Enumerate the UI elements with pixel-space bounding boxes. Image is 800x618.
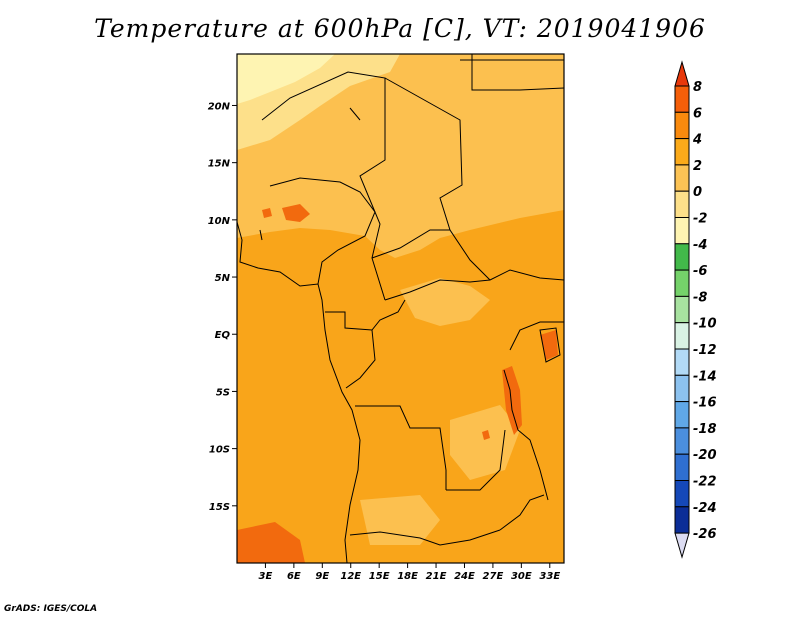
colorbar: 8 6 4 2 0 -2 -4 -6 -8 -10 -12 -14 -16 -18 -20 -22 -24 -26 [674, 60, 717, 559]
colorbar-segment [674, 243, 690, 271]
colorbar-segment [674, 111, 690, 140]
border-zimbabwe [499, 494, 545, 531]
lon-tick-label: 6E [287, 571, 301, 582]
lat-tick-label: 15S [209, 502, 230, 513]
colorbar-label: -2 [693, 212, 707, 227]
colorbar-segment [674, 322, 690, 350]
lon-tick-label: 21E [426, 571, 447, 582]
border-angola-namibia [349, 529, 501, 546]
colorbar-label: -6 [693, 264, 707, 279]
border-car-south [384, 279, 491, 301]
colorbar-label: -20 [693, 448, 717, 463]
lake-victoria [539, 327, 561, 363]
border-uganda [509, 321, 564, 351]
field-minus4-to-minus2 [237, 54, 335, 104]
field-4-to-6-tanganyika [502, 366, 522, 435]
field-4-to-6-spot [482, 430, 490, 440]
border-libya-egypt [460, 54, 564, 91]
field-0-to-2-basin [400, 278, 490, 326]
grads-credit: GrADS: IGES/COLA [4, 604, 98, 614]
colorbar-segment [674, 217, 690, 245]
colorbar-label: -18 [693, 422, 717, 437]
colorbar-segment [674, 480, 690, 508]
lat-tick-label: 20N [208, 101, 231, 112]
lat-tick-label: EQ [215, 330, 231, 341]
lon-tick-label: 9E [315, 571, 329, 582]
lon-tick-label: 3E [259, 571, 273, 582]
border-angola-drc [355, 405, 447, 490]
border-misc [259, 107, 361, 241]
colorbar-segment [674, 453, 690, 482]
colorbar-segment [674, 506, 690, 534]
colorbar-label: 8 [693, 80, 702, 95]
colorbar-label: -16 [693, 396, 717, 411]
colorbar-label: 0 [693, 185, 702, 200]
lon-tick-label: 27E [483, 571, 504, 582]
colorbar-label: -10 [693, 317, 717, 332]
borders [237, 54, 564, 563]
colorbar-segment [674, 348, 690, 376]
lon-tick-label: 12E [340, 571, 361, 582]
field-4-to-6-nigeria-west [262, 208, 272, 218]
colorbar-segment [674, 138, 690, 166]
border-congo-drc [345, 329, 376, 389]
lon-tick-label: 18E [397, 571, 418, 582]
border-sudan [384, 77, 564, 281]
colorbar-label: -14 [693, 369, 717, 384]
border-lake-tanganyika [503, 369, 549, 501]
colorbar-segment [674, 427, 690, 455]
lat-tick-label: 5S [216, 387, 230, 398]
lon-tick-label: 30E [511, 571, 532, 582]
colorbar-label: 4 [692, 133, 702, 148]
colorbar-label: -24 [693, 501, 717, 516]
colorbar-label: 6 [693, 106, 702, 121]
colorbar-segment [674, 190, 690, 218]
field-0-to-2-south [450, 405, 520, 480]
atlantic-coastline [237, 221, 361, 563]
lat-tick-label: 15N [208, 159, 231, 170]
colorbar-top-arrow [674, 60, 690, 87]
colorbar-segment [674, 374, 690, 403]
colorbar-segment [674, 85, 690, 113]
chart-title: Temperature at 600hPa [C], VT: 201904190… [94, 14, 706, 43]
colorbar-segment [674, 401, 690, 429]
lat-tick-label: 5N [215, 273, 231, 284]
colorbar-label: -12 [693, 343, 717, 358]
border-car-north [371, 229, 450, 259]
colorbar-bottom-arrow [674, 532, 690, 559]
colorbar-label: 2 [693, 159, 702, 174]
border-nigeria [269, 177, 376, 285]
lon-tick-label: 15E [369, 571, 390, 582]
field-4-to-6-angola-coast [237, 522, 305, 563]
map-frame [236, 53, 565, 564]
colorbar-segment [674, 164, 690, 192]
colorbar-segment [674, 295, 690, 324]
colorbar-label: -8 [693, 290, 707, 305]
colorbar-label: -26 [693, 527, 717, 542]
latitude-axis: 20N 15N 10N 5N EQ 5S 10S 15S [208, 101, 237, 513]
lat-tick-label: 10N [208, 216, 231, 227]
lon-tick-label: 24E [454, 571, 475, 582]
longitude-axis: 3E 6E 9E 12E 15E 18E 21E 24E 27E 30E 33E [259, 563, 560, 582]
lat-tick-label: 10S [209, 445, 230, 456]
border-niger-chad [261, 71, 386, 301]
colorbar-label: -4 [693, 238, 707, 253]
colorbar-label: -22 [693, 475, 717, 490]
border-zambia [446, 429, 506, 491]
colorbar-segment [674, 269, 690, 297]
lon-tick-label: 33E [539, 571, 560, 582]
field-4-to-6-nigeria [282, 204, 310, 222]
